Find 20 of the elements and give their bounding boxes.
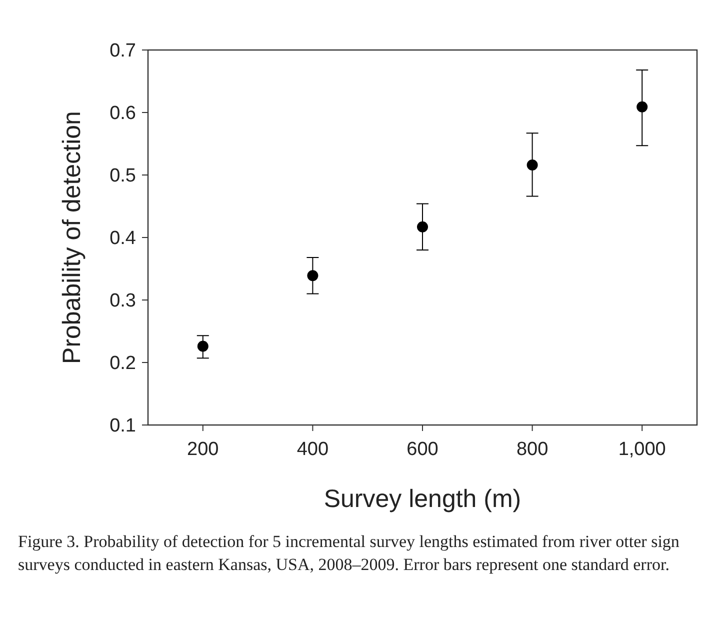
x-tick-label: 1,000 [618, 439, 666, 460]
y-tick-label: 0.2 [110, 353, 136, 374]
x-tick-label: 200 [187, 439, 219, 460]
y-tick-label: 0.1 [110, 416, 136, 437]
point [417, 221, 428, 232]
x-tick-label: 600 [406, 439, 438, 460]
point [197, 340, 208, 352]
x-tick-label: 400 [296, 439, 329, 460]
point [307, 270, 318, 282]
y-tick-label: 0.5 [110, 166, 136, 187]
x-axis-title: Survey length (m) [324, 485, 522, 513]
point [526, 160, 538, 170]
y-tick-label: 0.6 [110, 103, 136, 124]
y-axis-title: Probability of detection [58, 111, 86, 364]
point [636, 101, 648, 112]
x-tick-label: 800 [516, 439, 548, 460]
y-tick-label: 0.3 [110, 290, 136, 312]
caption: Figure 3. Probability of detection for 5 incremental survey lengths estimated from river otter sign surveys conducted in eastern Kansas, USA, 2008–2009. Error bars represent one standard error. [18, 531, 680, 576]
y-tick-label: 0.7 [110, 40, 136, 62]
y-tick-label: 0.4 [110, 228, 136, 250]
